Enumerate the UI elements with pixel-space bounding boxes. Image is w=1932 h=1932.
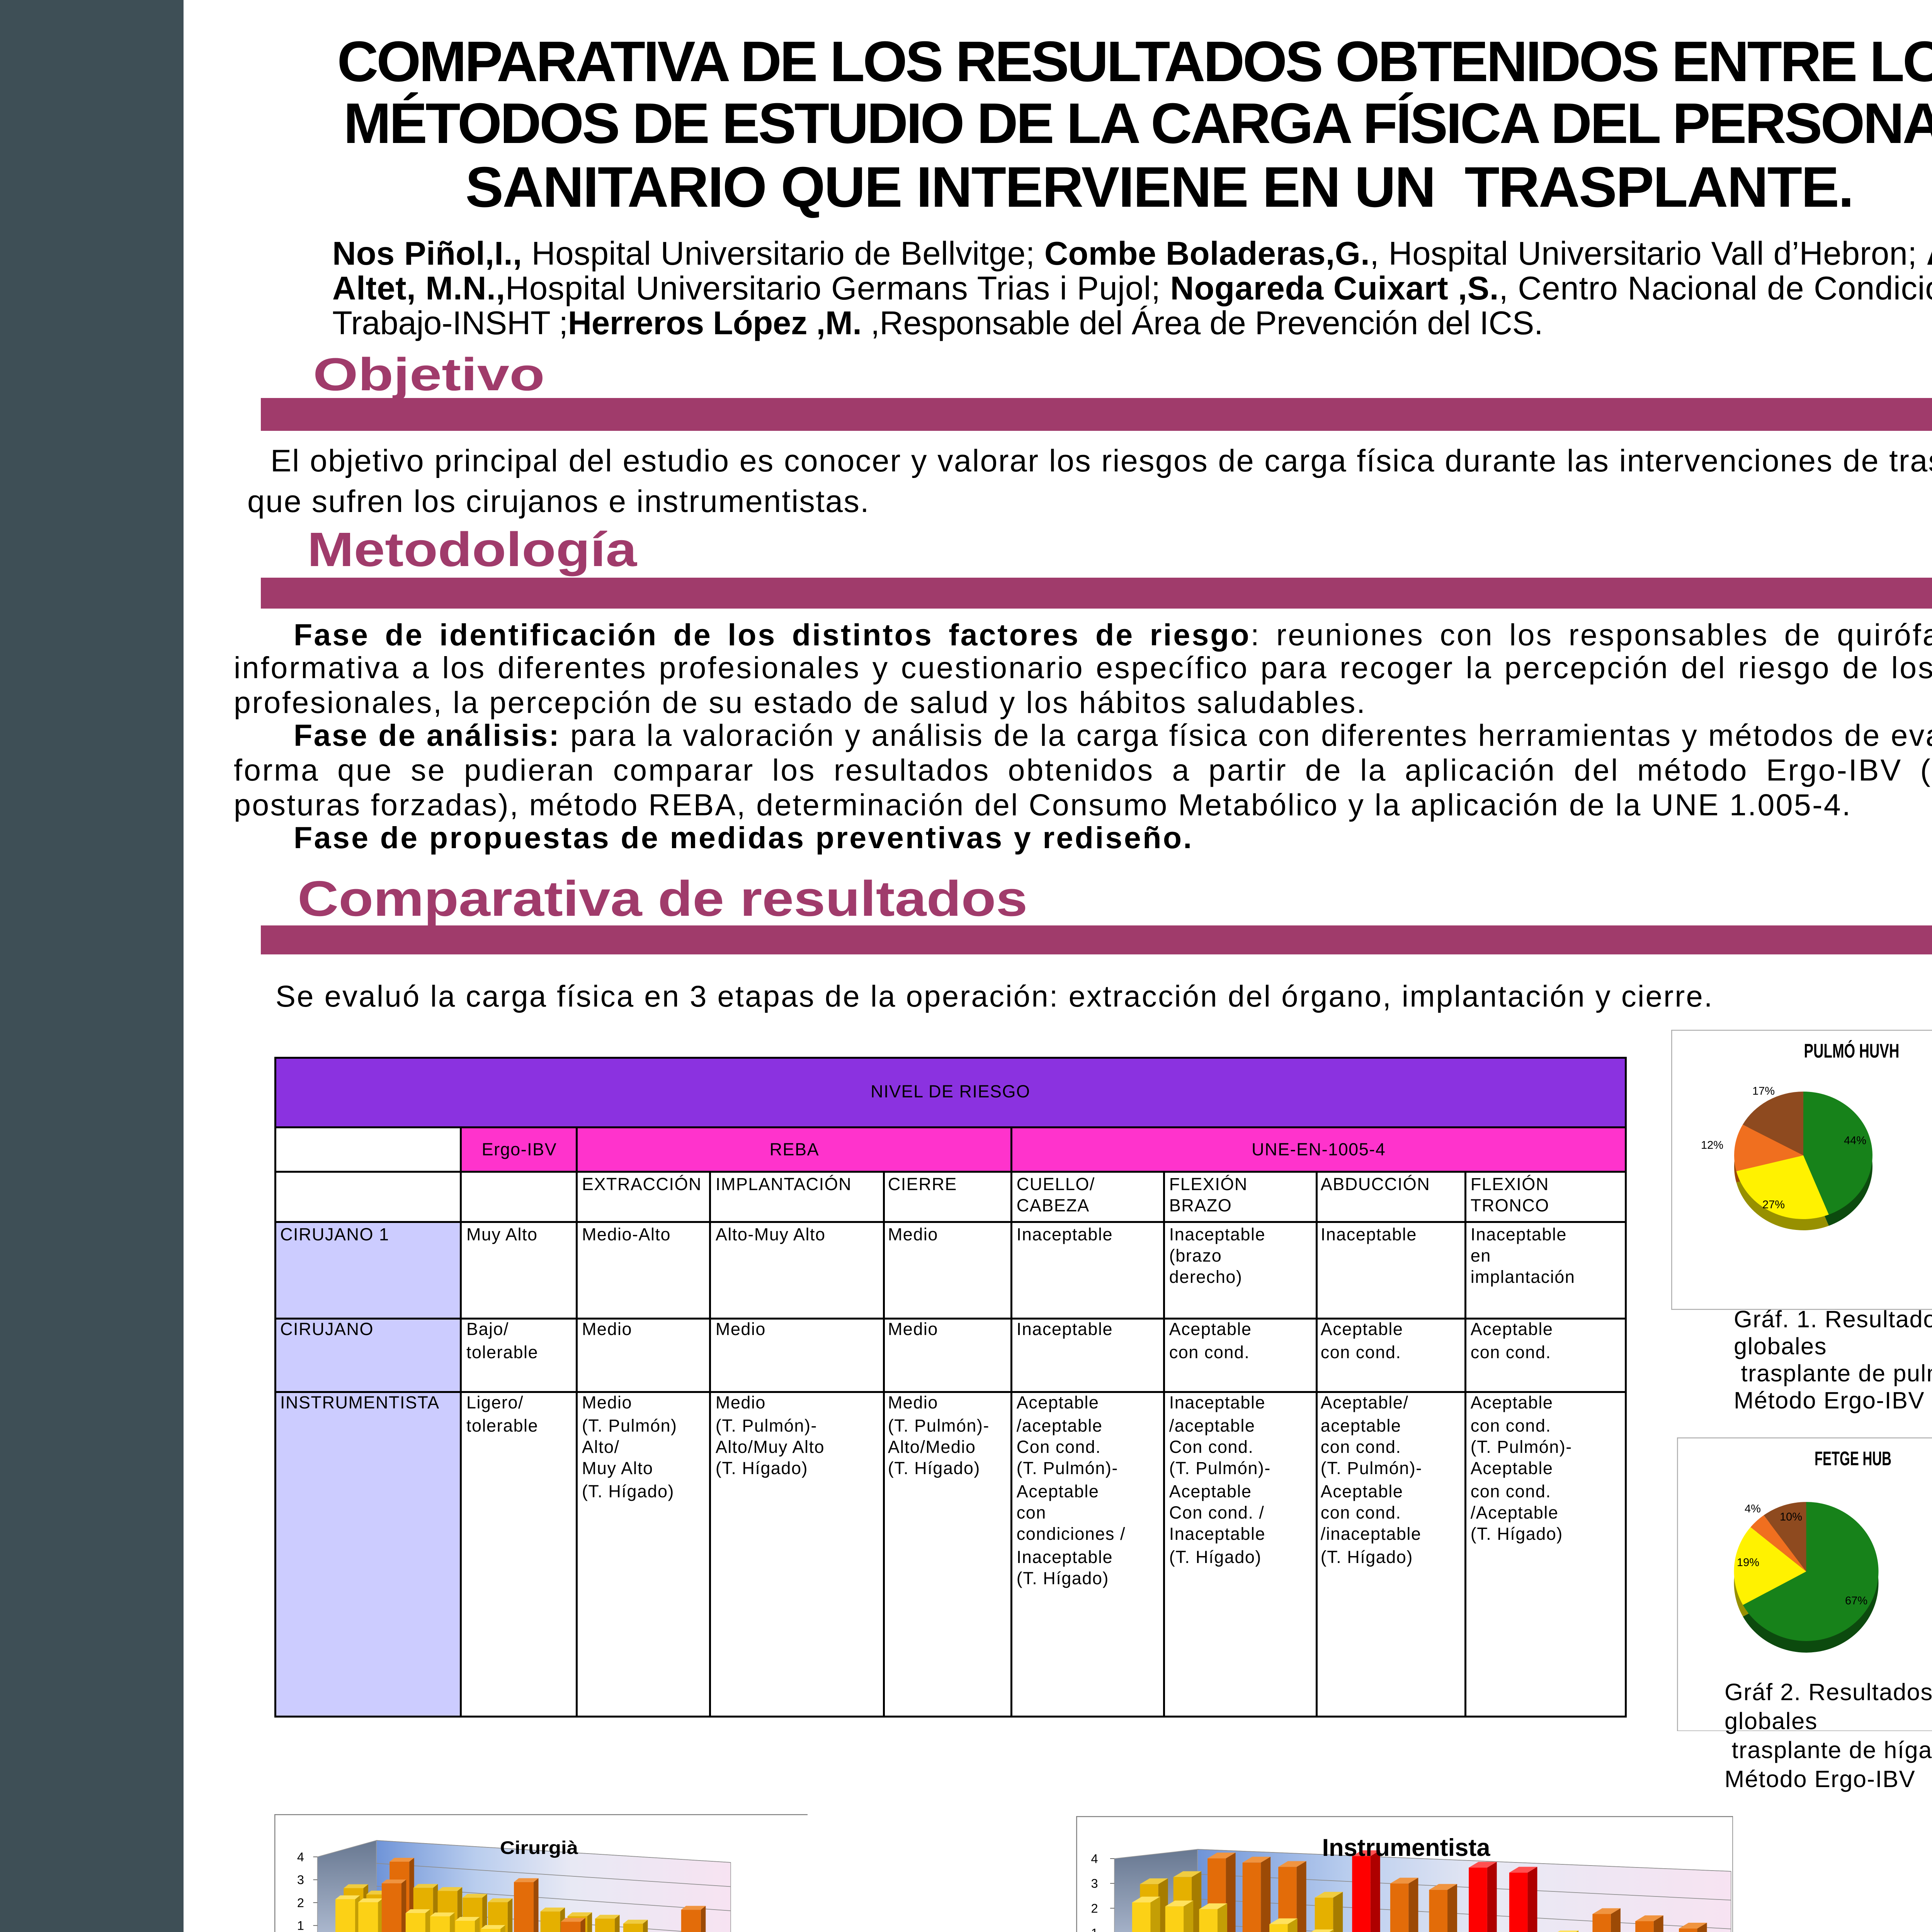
svg-text:4: 4 — [296, 1851, 303, 1865]
svg-text:27%: 27% — [1762, 1199, 1784, 1211]
svg-text:1: 1 — [1091, 1927, 1098, 1932]
svg-text:19%: 19% — [1736, 1556, 1759, 1568]
svg-text:4%: 4% — [1744, 1502, 1760, 1514]
svg-text:2: 2 — [296, 1896, 303, 1910]
svg-text:PULMÓ HUVH: PULMÓ HUVH — [1803, 1040, 1899, 1062]
svg-text:44%: 44% — [1844, 1134, 1866, 1147]
svg-text:10%: 10% — [1779, 1510, 1802, 1522]
svg-text:2: 2 — [1091, 1902, 1098, 1916]
svg-text:3: 3 — [296, 1874, 303, 1888]
svg-text:4: 4 — [1091, 1852, 1098, 1866]
svg-text:FETGE HUB: FETGE HUB — [1814, 1447, 1891, 1469]
svg-text:12%: 12% — [1701, 1139, 1723, 1151]
svg-text:1: 1 — [296, 1920, 303, 1932]
svg-text:Instrumentista: Instrumentista — [1322, 1835, 1491, 1862]
svg-text:17%: 17% — [1752, 1085, 1774, 1097]
svg-text:67%: 67% — [1845, 1594, 1867, 1606]
svg-text:3: 3 — [1091, 1878, 1098, 1891]
svg-text:Cirurgià: Cirurgià — [499, 1838, 578, 1859]
